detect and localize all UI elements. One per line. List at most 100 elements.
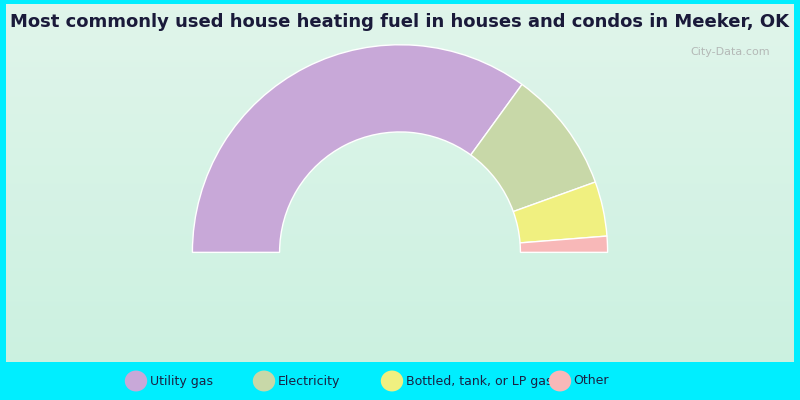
Bar	[6, 109, 794, 110]
Bar	[6, 243, 794, 244]
Bar	[6, 256, 794, 257]
Bar	[6, 112, 794, 114]
Bar	[6, 226, 794, 227]
Bar	[6, 6, 794, 8]
Bar	[6, 308, 794, 310]
Bar	[6, 114, 794, 115]
Bar	[6, 231, 794, 232]
Bar	[6, 194, 794, 195]
Bar	[6, 222, 794, 224]
Bar	[6, 50, 794, 52]
Bar	[6, 342, 794, 343]
Bar	[6, 98, 794, 100]
Bar	[6, 41, 794, 42]
Bar	[6, 280, 794, 281]
Bar	[6, 319, 794, 320]
Bar	[6, 138, 794, 139]
Bar	[6, 4, 794, 5]
Bar	[6, 42, 794, 43]
Bar	[6, 106, 794, 107]
Bar	[6, 260, 794, 262]
Bar	[6, 47, 794, 48]
Bar	[6, 186, 794, 188]
Bar	[6, 288, 794, 289]
Bar	[6, 240, 794, 242]
Bar	[6, 208, 794, 209]
Wedge shape	[193, 45, 522, 252]
Bar	[6, 22, 794, 23]
Bar	[6, 59, 794, 60]
Ellipse shape	[381, 370, 403, 392]
Bar	[6, 163, 794, 164]
Bar	[6, 132, 794, 133]
Bar	[6, 248, 794, 249]
Bar	[6, 160, 794, 162]
Bar	[6, 314, 794, 316]
Bar	[6, 29, 794, 30]
Bar	[6, 21, 794, 22]
Bar	[6, 122, 794, 123]
Bar	[6, 72, 794, 73]
Bar	[6, 221, 794, 222]
Bar	[6, 258, 794, 259]
Bar	[6, 162, 794, 163]
Bar	[6, 263, 794, 264]
Bar	[6, 58, 794, 59]
Bar	[6, 264, 794, 265]
Text: City-Data.com: City-Data.com	[690, 47, 770, 57]
Bar	[6, 271, 794, 272]
Bar	[6, 196, 794, 197]
Bar	[6, 337, 794, 338]
Bar	[6, 289, 794, 290]
Bar	[6, 220, 794, 221]
Bar	[6, 313, 794, 314]
Bar	[6, 188, 794, 189]
Bar	[6, 184, 794, 185]
Bar	[6, 245, 794, 246]
Bar	[6, 110, 794, 111]
Bar	[6, 316, 794, 317]
Bar	[6, 128, 794, 129]
Bar	[6, 344, 794, 345]
Bar	[6, 281, 794, 282]
Bar	[6, 35, 794, 36]
Bar	[6, 159, 794, 160]
Bar	[6, 36, 794, 38]
Bar	[6, 88, 794, 89]
Bar	[6, 213, 794, 214]
Bar	[6, 9, 794, 10]
Bar	[6, 252, 794, 254]
Bar	[6, 284, 794, 286]
Bar	[6, 153, 794, 154]
Bar	[6, 126, 794, 127]
Bar	[6, 352, 794, 354]
Bar	[6, 192, 794, 194]
Bar	[6, 214, 794, 215]
Bar	[6, 320, 794, 322]
Bar	[6, 102, 794, 103]
Bar	[6, 117, 794, 118]
Bar	[6, 219, 794, 220]
Bar	[6, 306, 794, 307]
Bar	[6, 85, 794, 86]
Bar	[6, 118, 794, 120]
Bar	[6, 206, 794, 207]
Bar	[6, 170, 794, 171]
Bar	[6, 322, 794, 323]
Bar	[6, 283, 794, 284]
Bar	[6, 71, 794, 72]
Bar	[6, 96, 794, 97]
Bar	[6, 38, 794, 39]
Bar	[6, 18, 794, 20]
Bar	[6, 312, 794, 313]
Bar	[6, 49, 794, 50]
Bar	[6, 331, 794, 332]
Bar	[6, 86, 794, 88]
Bar	[6, 145, 794, 146]
Bar	[6, 356, 794, 357]
Bar	[6, 307, 794, 308]
Bar	[6, 355, 794, 356]
Bar	[6, 233, 794, 234]
Bar	[6, 299, 794, 300]
Bar	[6, 294, 794, 295]
